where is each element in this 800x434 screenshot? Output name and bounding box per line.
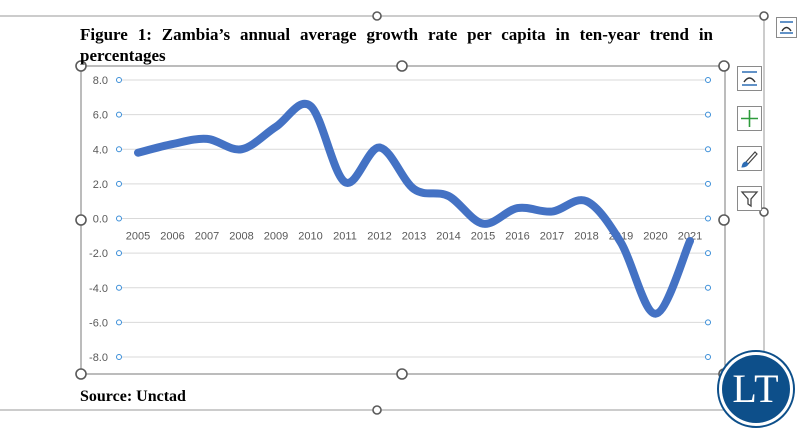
chart-filters-button[interactable] xyxy=(737,186,762,211)
chart-styles-brush-icon xyxy=(741,151,758,168)
resize-handle[interactable] xyxy=(396,368,408,380)
y-tick-label: 4.0 xyxy=(93,144,108,156)
x-tick-label: 2017 xyxy=(540,231,564,243)
axis-selection-dot xyxy=(116,111,122,118)
chart-filters-funnel-icon xyxy=(740,191,759,208)
gridlines xyxy=(116,77,711,360)
resize-handle[interactable] xyxy=(718,60,730,72)
chart-elements-button[interactable] xyxy=(737,106,762,131)
axis-selection-dot xyxy=(705,250,711,257)
y-tick-label: 8.0 xyxy=(93,75,108,87)
y-tick-label: -2.0 xyxy=(89,248,108,260)
x-tick-label: 2006 xyxy=(160,231,184,243)
resize-handle[interactable] xyxy=(718,214,730,226)
layout-options-icon xyxy=(742,71,757,86)
chart-area-frame xyxy=(80,65,726,375)
x-tick-label: 2015 xyxy=(471,231,495,243)
y-tick-label: 6.0 xyxy=(93,110,108,122)
resize-handle[interactable] xyxy=(75,368,87,380)
axis-selection-dot xyxy=(116,250,122,257)
x-tick-label: 2013 xyxy=(402,231,426,243)
selection-handles[interactable] xyxy=(75,11,769,415)
figure-title: Figure 1: Zambia’s annual average growth… xyxy=(80,25,713,65)
axis-selection-dot xyxy=(116,77,122,83)
resize-handle[interactable] xyxy=(75,214,87,226)
series-line xyxy=(134,99,694,318)
lt-logo: LT xyxy=(716,349,796,429)
series-lines xyxy=(134,99,694,318)
x-tick-label: 2011 xyxy=(333,231,357,243)
x-tick-label: 2016 xyxy=(505,231,529,243)
layout-options-top-button[interactable] xyxy=(776,17,797,38)
axis-selection-dot xyxy=(116,180,122,187)
chart-elements-plus-icon xyxy=(741,110,758,127)
x-tick-label: 2014 xyxy=(436,231,460,243)
figure-source: Source: Unctad xyxy=(80,388,186,405)
axis-selection-dot xyxy=(705,284,711,291)
axis-selection-dot xyxy=(705,111,711,118)
axis-selection-dot xyxy=(705,354,711,360)
x-tick-label: 2021 xyxy=(678,231,702,243)
y-tick-label: 0.0 xyxy=(93,214,108,226)
axis-selection-dot xyxy=(705,146,711,153)
layout-options-icon xyxy=(780,21,793,34)
resize-handle[interactable] xyxy=(759,11,769,21)
resize-handle[interactable] xyxy=(396,60,408,72)
resize-handle[interactable] xyxy=(75,60,87,72)
y-tick-label: -8.0 xyxy=(89,352,108,364)
x-tick-label: 2012 xyxy=(367,231,391,243)
x-tick-label: 2008 xyxy=(229,231,253,243)
y-tick-label: -4.0 xyxy=(89,283,108,295)
resize-handle[interactable] xyxy=(372,11,382,21)
y-tick-label: 2.0 xyxy=(93,179,108,191)
x-tick-label: 2005 xyxy=(126,231,150,243)
lt-logo-badge xyxy=(717,350,795,428)
axis-selection-dot xyxy=(705,215,711,222)
axis-selection-dot xyxy=(705,180,711,187)
resize-handle[interactable] xyxy=(759,207,769,217)
x-tick-label: 2007 xyxy=(195,231,219,243)
axis-selection-dot xyxy=(705,77,711,83)
x-tick-label: 2020 xyxy=(643,231,667,243)
chart-styles-button[interactable] xyxy=(737,146,762,171)
y-axis-ticks: 8.0 6.0 4.0 2.0 0.0 -2.0 -4.0 -6.0 -8.0 xyxy=(89,75,108,364)
axis-selection-dot xyxy=(705,319,711,326)
resize-handle[interactable] xyxy=(372,405,382,415)
layout-options-button[interactable] xyxy=(737,66,762,91)
axis-selection-dot xyxy=(116,215,122,222)
axis-selection-dot xyxy=(116,146,122,153)
x-axis-ticks: 2005 2006 2007 2008 2009 2010 2011 2012 2013 2014… xyxy=(126,231,702,243)
x-tick-label: 2010 xyxy=(298,231,322,243)
axis-selection-dot xyxy=(116,354,122,360)
y-tick-label: -6.0 xyxy=(89,317,108,329)
axis-selection-dot xyxy=(116,284,122,291)
lt-logo-text: LT xyxy=(732,366,780,411)
x-tick-label: 2018 xyxy=(574,231,598,243)
x-tick-label: 2009 xyxy=(264,231,288,243)
axis-selection-dot xyxy=(116,319,122,326)
